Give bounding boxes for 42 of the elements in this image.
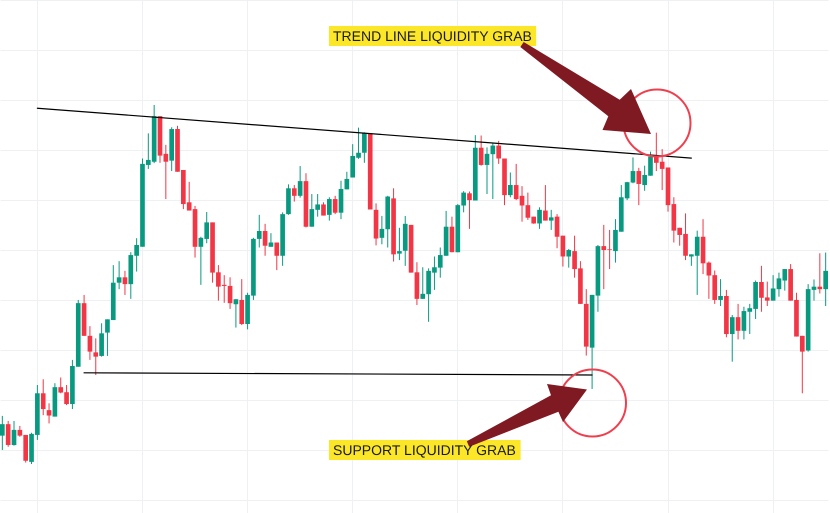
text: TREND LINE LIQUIDITY GRAB <box>333 28 532 44</box>
candlestick <box>321 202 326 216</box>
candlestick <box>234 298 238 328</box>
candlestick <box>12 420 16 446</box>
candlestick <box>397 227 402 261</box>
candlestick <box>326 196 332 222</box>
candlestick <box>420 266 426 300</box>
candlestick <box>256 214 262 248</box>
candlestick <box>292 184 297 202</box>
candlestick <box>362 132 367 164</box>
candlestick <box>332 195 338 215</box>
candlestick <box>93 338 98 376</box>
candlestick <box>40 378 46 416</box>
candlestick <box>823 252 828 307</box>
candlestick <box>228 276 232 310</box>
candlestick <box>467 191 472 230</box>
candlestick <box>636 167 642 206</box>
candlestick <box>88 326 92 360</box>
candlestick <box>484 146 490 195</box>
candlestick <box>262 223 268 256</box>
candlestick <box>46 402 52 424</box>
candlestick <box>268 232 274 248</box>
candlestick <box>99 322 104 358</box>
candlestick <box>274 242 280 271</box>
candlestick <box>548 209 554 230</box>
candlestick <box>543 184 548 222</box>
candlestick <box>566 248 572 268</box>
candlestick <box>380 215 384 245</box>
annotation: SUPPORT LIQUIDITY GRAB <box>333 442 516 458</box>
candlestick <box>0 415 5 450</box>
candlestick <box>490 142 496 200</box>
candlestick <box>508 172 513 198</box>
candlestick <box>6 420 11 448</box>
candlestick <box>537 206 542 230</box>
candlestick <box>496 140 502 164</box>
candlestick <box>718 278 723 307</box>
candlestick <box>298 166 302 198</box>
candlestick <box>122 270 128 296</box>
candlestick <box>730 314 735 362</box>
candlestick <box>478 135 484 166</box>
candlestick <box>736 303 740 340</box>
candlestick <box>817 252 822 294</box>
